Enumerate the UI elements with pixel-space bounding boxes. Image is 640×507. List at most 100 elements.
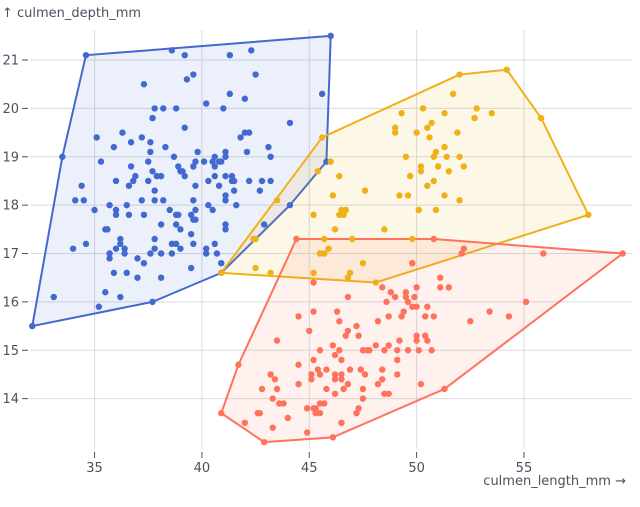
dot-series-1 xyxy=(396,192,403,199)
dot-series-1 xyxy=(391,129,399,136)
dot-series-2 xyxy=(295,380,302,388)
dot-series-1 xyxy=(273,197,281,204)
dot-series-0 xyxy=(82,240,90,248)
dot-series-2 xyxy=(505,313,513,320)
dot-series-0 xyxy=(138,197,145,204)
dot-series-0 xyxy=(166,206,173,214)
dot-series-1 xyxy=(413,129,420,136)
dot-series-2 xyxy=(394,371,401,378)
dot-series-2 xyxy=(413,284,420,291)
dot-series-0 xyxy=(29,322,36,330)
dot-series-1 xyxy=(460,163,468,170)
dot-series-0 xyxy=(194,148,201,156)
dot-series-0 xyxy=(222,153,229,160)
dot-series-0 xyxy=(130,177,137,185)
dot-series-0 xyxy=(190,197,197,204)
dot-series-2 xyxy=(467,318,474,325)
dot-series-1 xyxy=(336,172,343,180)
dot-series-1 xyxy=(252,235,259,243)
y-tick-label: 21 xyxy=(2,54,19,69)
dot-series-2 xyxy=(310,279,317,286)
dot-series-1 xyxy=(381,226,388,233)
dot-series-0 xyxy=(187,264,195,272)
dot-series-0 xyxy=(222,197,229,204)
dot-series-0 xyxy=(127,139,135,146)
dot-series-1 xyxy=(430,177,437,185)
dot-series-0 xyxy=(160,105,167,112)
dot-series-1 xyxy=(342,206,349,214)
dot-series-2 xyxy=(340,385,347,393)
dot-series-1 xyxy=(456,71,463,78)
dot-series-0 xyxy=(192,216,199,223)
dot-series-0 xyxy=(93,134,100,141)
dot-series-2 xyxy=(284,414,291,422)
dot-series-0 xyxy=(190,71,197,78)
dot-series-0 xyxy=(151,187,158,194)
dot-series-2 xyxy=(323,385,330,393)
dot-series-0 xyxy=(117,235,124,243)
dot-series-2 xyxy=(353,409,360,417)
x-axis: 35 40 45 50 55 xyxy=(86,452,532,476)
dot-series-0 xyxy=(260,221,268,228)
dot-series-2 xyxy=(381,390,388,397)
dot-series-0 xyxy=(157,250,165,257)
dot-series-2 xyxy=(338,356,345,364)
dot-series-0 xyxy=(183,76,191,83)
dot-series-0 xyxy=(190,240,197,248)
dot-series-2 xyxy=(361,371,369,378)
dot-series-0 xyxy=(145,177,152,185)
dot-series-1 xyxy=(456,153,463,160)
y-tick-label: 15 xyxy=(2,344,19,359)
dot-series-0 xyxy=(215,158,223,165)
dot-series-0 xyxy=(134,274,141,281)
dot-series-1 xyxy=(391,124,399,131)
dot-series-0 xyxy=(106,250,113,257)
dot-series-2 xyxy=(308,376,315,383)
dot-series-1 xyxy=(445,168,453,175)
dot-series-0 xyxy=(147,148,154,156)
dot-series-2 xyxy=(374,380,382,388)
dot-series-0 xyxy=(168,250,176,257)
dot-series-0 xyxy=(91,206,98,214)
dot-series-2 xyxy=(218,409,225,417)
dot-series-1 xyxy=(321,235,328,243)
y-axis: 14 15 16 17 18 19 20 21 xyxy=(2,54,28,407)
dot-series-0 xyxy=(112,177,120,185)
dot-series-0 xyxy=(168,240,176,248)
dot-series-2 xyxy=(379,284,386,291)
dot-series-0 xyxy=(248,47,255,54)
dot-series-2 xyxy=(336,347,343,354)
dot-series-0 xyxy=(192,206,199,214)
dot-series-0 xyxy=(117,293,124,301)
dot-series-0 xyxy=(177,245,184,252)
dot-series-0 xyxy=(151,245,158,252)
dot-series-2 xyxy=(424,303,431,310)
dot-series-2 xyxy=(445,284,453,291)
dot-series-2 xyxy=(441,385,448,393)
dot-series-1 xyxy=(441,110,448,117)
dot-series-0 xyxy=(209,206,216,214)
dot-series-1 xyxy=(473,105,480,112)
dot-series-2 xyxy=(331,390,339,397)
dot-series-0 xyxy=(78,182,85,189)
dot-series-0 xyxy=(286,119,294,127)
dot-series-2 xyxy=(379,376,386,383)
dot-series-2 xyxy=(338,371,345,378)
dot-series-2 xyxy=(329,342,337,349)
y-tick-label: 20 xyxy=(2,102,19,117)
dot-series-2 xyxy=(540,250,547,257)
dot-series-2 xyxy=(430,235,437,243)
dot-series-2 xyxy=(421,332,429,339)
dot-series-1 xyxy=(359,259,367,267)
dot-series-2 xyxy=(310,356,317,364)
dot-series-2 xyxy=(271,376,279,383)
dot-series-0 xyxy=(215,182,223,189)
dot-series-1 xyxy=(488,110,495,117)
dot-series-0 xyxy=(226,51,234,59)
dot-series-2 xyxy=(338,419,345,427)
dot-series-2 xyxy=(396,337,403,344)
dot-series-2 xyxy=(486,308,493,315)
y-axis-label: ↑ culmen_depth_mm xyxy=(2,6,141,21)
dot-series-2 xyxy=(413,337,420,344)
